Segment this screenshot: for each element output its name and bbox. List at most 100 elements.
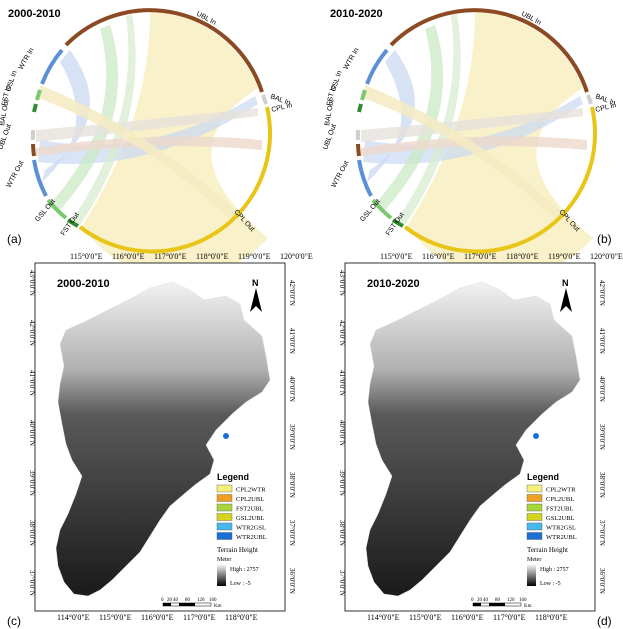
scale-unit-c: Km bbox=[214, 604, 222, 609]
legend-label: CPL2UBL bbox=[546, 496, 574, 503]
top-lon-label: 116°0'0"E bbox=[112, 252, 145, 261]
north-arrow-c: N bbox=[250, 278, 262, 312]
legend-label: WTR2UBL bbox=[236, 534, 267, 541]
legend-low-d: Low : -5 bbox=[540, 581, 561, 587]
label-fst-in-b: FST In bbox=[326, 84, 337, 106]
label-ubl-out-b: UBL Out bbox=[322, 123, 338, 150]
left-lat-label: 41°0'0"N bbox=[28, 370, 36, 396]
arc-cpl-b bbox=[403, 106, 598, 254]
right-lat-label: 42°0'0"N bbox=[598, 280, 606, 306]
panel-a-letter: (a) bbox=[7, 232, 22, 246]
legend-title-d: Legend bbox=[527, 472, 559, 482]
scale-tick-label: 20 bbox=[167, 598, 173, 603]
arc-bal-in-a bbox=[261, 94, 268, 105]
legend-swatch-wtr2gsl bbox=[526, 522, 543, 531]
north-label-c: N bbox=[252, 278, 259, 288]
bottom-lon-label: 115°0'0"E bbox=[99, 613, 132, 622]
legend-swatch-gsl2ubl bbox=[216, 513, 233, 521]
right-lat-label: 37°0'0"N bbox=[288, 520, 296, 546]
panel-a-title: 2000-2010 bbox=[8, 8, 61, 20]
arc-ubl-out-b bbox=[356, 143, 361, 157]
bottom-lon-label: 116°0'0"E bbox=[141, 613, 174, 622]
top-lon-label: 115°0'0"E bbox=[70, 252, 103, 261]
right-lat-label: 38°0'0"N bbox=[598, 472, 606, 498]
arc-gsl-in-b bbox=[360, 89, 367, 101]
left-lat-label: 37°0'0"N bbox=[28, 570, 36, 596]
legend-terrain-d: Terrain Height bbox=[527, 546, 568, 554]
top-lon-label: 118°0'0"E bbox=[196, 252, 229, 261]
scale-tick-label: 20 bbox=[477, 598, 483, 603]
arc-gsl-in-a bbox=[35, 89, 42, 101]
top-lon-label: 117°0'0"E bbox=[154, 252, 187, 261]
legend-swatch-fst2ubl bbox=[526, 503, 543, 512]
chord-panel-a: 2000-2010 UBL In BAL In bbox=[0, 8, 293, 278]
legend-label: WTR2UBL bbox=[546, 534, 577, 541]
chord-fst-ubl-a bbox=[72, 14, 136, 225]
panel-c-letter: (c) bbox=[7, 614, 21, 628]
north-arrow-d: N bbox=[560, 278, 572, 312]
chord-diagram-a bbox=[30, 8, 273, 278]
left-lat-label: 38°0'0"N bbox=[338, 520, 346, 546]
label-cpl-in-a: CPL In bbox=[271, 102, 293, 114]
top-lon-label: 116°0'0"E bbox=[422, 252, 455, 261]
panel-d-letter: (d) bbox=[597, 614, 612, 628]
left-lat-label: 39°0'0"N bbox=[28, 470, 36, 496]
legend-swatch-fst2ubl bbox=[216, 503, 233, 512]
left-lat-label: 39°0'0"N bbox=[338, 470, 346, 496]
scale-tick-label: 40 bbox=[483, 598, 489, 603]
chord-wtr-ubl-b bbox=[367, 50, 415, 182]
legend-label: GSL2UBL bbox=[236, 515, 265, 522]
panel-b-title: 2010-2020 bbox=[330, 8, 383, 20]
right-lat-label: 41°0'0"N bbox=[288, 328, 296, 354]
bottom-lon-label: 115°0'0"E bbox=[409, 613, 442, 622]
label-gsl-out-b: GSL Out bbox=[359, 198, 382, 223]
left-lat-label: 40°0'0"N bbox=[28, 420, 36, 446]
chord-bal-b bbox=[361, 108, 583, 142]
left-lat-label: 37°0'0"N bbox=[338, 570, 346, 596]
north-label-d: N bbox=[562, 278, 569, 288]
scale-tick-label: 0 bbox=[471, 598, 474, 603]
label-ubl-out-a: UBL Out bbox=[0, 123, 13, 150]
legend-swatch-cpl2ubl bbox=[526, 494, 543, 502]
right-lat-label: 37°0'0"N bbox=[598, 520, 606, 546]
bay-water-d bbox=[533, 433, 539, 439]
label-gsl-out-a: GSL Out bbox=[34, 198, 57, 223]
arc-wtr-out-a bbox=[32, 159, 48, 197]
right-lat-label: 36°0'0"N bbox=[288, 568, 296, 594]
chord-bal-a bbox=[36, 108, 258, 142]
left-lat-label: 42°0'0"N bbox=[338, 320, 346, 346]
scale-tick-label: 0 bbox=[161, 598, 164, 603]
legend-label: FST2UBL bbox=[236, 505, 263, 512]
bottom-lon-label: 116°0'0"E bbox=[451, 613, 484, 622]
legend-high-d: High : 2757 bbox=[540, 567, 569, 573]
bottom-lon-label: 114°0'0"E bbox=[57, 613, 90, 622]
scale-tick-label: 40 bbox=[173, 598, 179, 603]
region-shape-d bbox=[365, 281, 581, 597]
legend-label: WTR2GSL bbox=[546, 524, 576, 531]
arc-bal-in-b bbox=[586, 94, 593, 105]
legend-swatch-cpl2wtr bbox=[526, 484, 543, 493]
top-lon-label: 119°0'0"E bbox=[548, 252, 581, 261]
bay-water-c bbox=[223, 433, 229, 439]
right-lat-label: 42°0'0"N bbox=[288, 280, 296, 306]
label-bal-out-b: BAL Out bbox=[324, 99, 335, 126]
panel-c-title: 2000-2010 bbox=[57, 278, 110, 290]
arc-wtr-in-a bbox=[40, 48, 64, 85]
legend-terrain-c: Terrain Height bbox=[217, 546, 258, 554]
arc-ubl-in-a bbox=[64, 8, 264, 93]
label-bal-out-a: BAL Out bbox=[0, 99, 11, 126]
right-lat-label: 40°0'0"N bbox=[598, 376, 606, 402]
arc-cpl-a bbox=[78, 106, 273, 254]
scale-tick-label: 80 bbox=[185, 598, 191, 603]
legend-swatch-gsl2ubl bbox=[526, 513, 543, 521]
terrain-bar-c bbox=[217, 564, 226, 586]
top-lon-label: 118°0'0"E bbox=[506, 252, 539, 261]
left-lat-label: 43°0'0"N bbox=[338, 270, 346, 296]
scale-tick-label: 120 bbox=[197, 598, 205, 603]
scale-tick-label: 80 bbox=[495, 598, 501, 603]
region-shape-c bbox=[55, 281, 271, 597]
label-fst-in-a: FST In bbox=[1, 84, 12, 106]
left-lat-label: 42°0'0"N bbox=[28, 320, 36, 346]
legend-title-c: Legend bbox=[217, 472, 249, 482]
label-cpl-in-b: CPL In bbox=[595, 102, 617, 114]
